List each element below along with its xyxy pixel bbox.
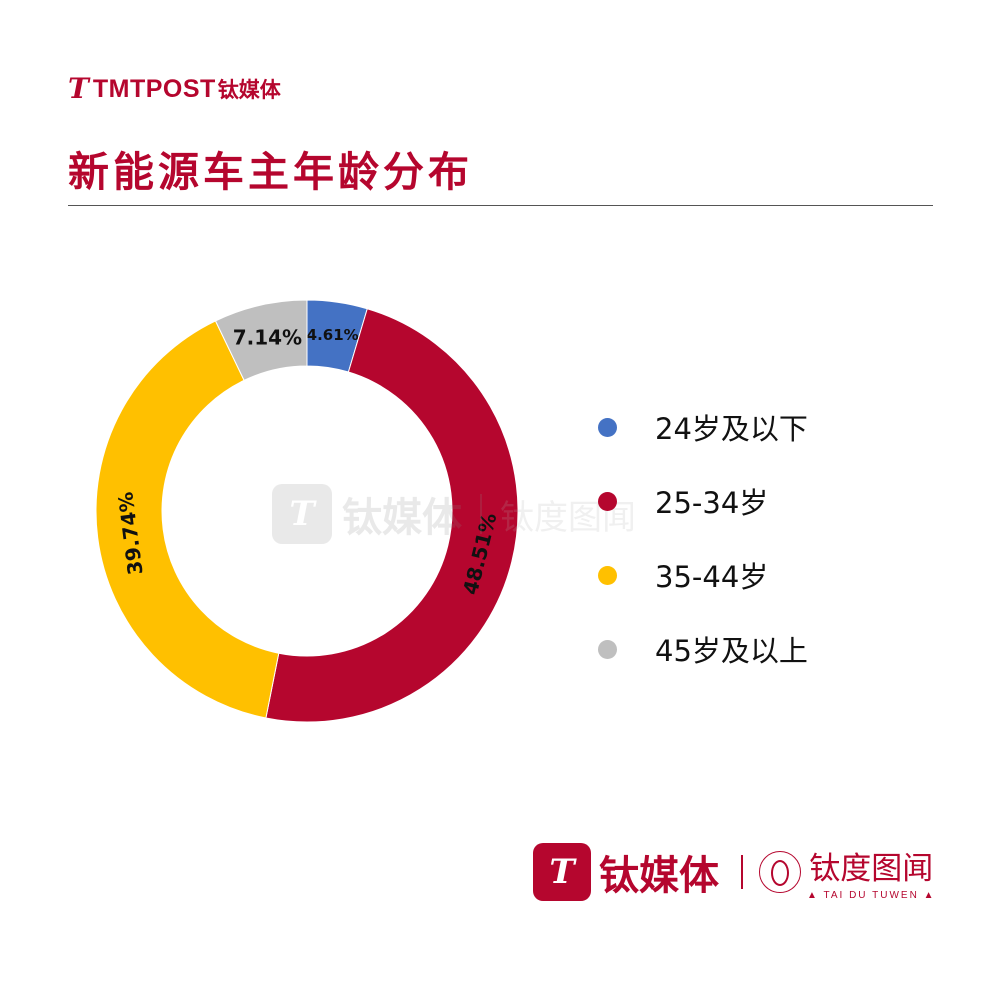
footer-secondary-brand: 钛度图闻 (809, 851, 934, 887)
brand-logo: T TMTPOST 钛媒体 (68, 74, 281, 104)
legend-label: 24岁及以下 (655, 412, 808, 446)
legend-label: 25-34岁 (655, 486, 769, 520)
footer-logo-icon: T (533, 843, 591, 901)
footer-brand: T 钛媒体 钛度图闻 ▲ TAI DU TUWEN ▲ (533, 843, 935, 901)
donut-slice-4 (214, 299, 308, 382)
eye-emblem-icon (759, 851, 801, 893)
donut-slice-2 (265, 308, 519, 723)
legend-swatch (598, 491, 617, 511)
title-divider (68, 205, 933, 206)
watermark: T 钛媒体 钛度图闻 (272, 484, 636, 544)
legend-item: 24岁及以下 (598, 390, 808, 464)
brand-name-cn: 钛媒体 (217, 78, 281, 102)
page-title: 新能源车主年龄分布 (68, 148, 473, 196)
watermark-brand: 钛媒体 (342, 495, 462, 541)
tmtpost-logo-icon: T (68, 72, 89, 105)
legend-item: 25-34岁 (598, 464, 808, 538)
legend-label: 35-44岁 (655, 560, 769, 594)
legend-item: 45岁及以上 (598, 612, 808, 686)
legend-label: 45岁及以上 (655, 634, 808, 668)
legend-swatch (598, 639, 617, 659)
watermark-logo-icon: T (272, 484, 332, 544)
slice-value-label: 4.61% (307, 326, 359, 344)
donut-slice-3 (95, 320, 280, 719)
legend-item: 35-44岁 (598, 538, 808, 612)
chart-legend: 24岁及以下 25-34岁 35-44岁 45岁及以上 (598, 390, 808, 686)
slice-value-label: 7.14% (233, 325, 302, 349)
footer-separator (741, 855, 743, 889)
watermark-separator (480, 494, 482, 534)
legend-swatch (598, 565, 617, 585)
footer-secondary-sub: ▲ TAI DU TUWEN ▲ (807, 890, 936, 901)
footer-brand-name: 钛媒体 (599, 853, 719, 899)
brand-name-en: TMTPOST (92, 74, 216, 103)
legend-swatch (598, 417, 617, 437)
